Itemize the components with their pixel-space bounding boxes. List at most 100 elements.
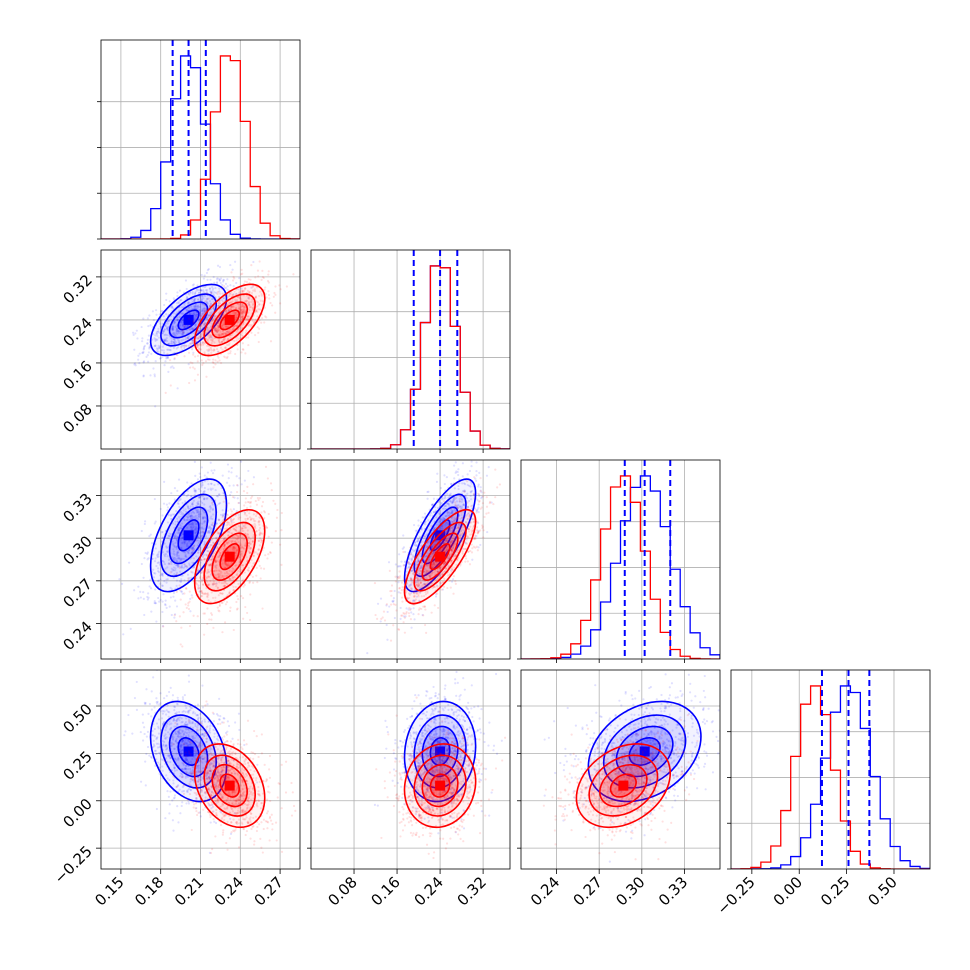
- scatter-point: [132, 333, 135, 336]
- scatter-point: [231, 279, 235, 282]
- scatter-point: [191, 522, 194, 525]
- scatter-point: [181, 536, 184, 540]
- scatter-point: [184, 510, 188, 513]
- scatter-point: [184, 508, 187, 511]
- scatter-point: [216, 495, 219, 498]
- scatter-point: [164, 325, 167, 328]
- scatter-point: [162, 561, 166, 564]
- scatter-point: [218, 501, 222, 505]
- scatter-point: [208, 287, 211, 290]
- scatter-point: [240, 315, 243, 318]
- scatter-point: [161, 514, 164, 517]
- scatter-point: [238, 302, 241, 306]
- scatter-point: [206, 497, 209, 500]
- scatter-point: [154, 344, 157, 347]
- scatter-point: [230, 518, 233, 521]
- scatter-point: [250, 291, 254, 295]
- scatter-point: [194, 325, 197, 328]
- scatter-point: [200, 336, 203, 339]
- scatter-point: [244, 605, 247, 609]
- scatter-point: [158, 600, 161, 603]
- scatter-point: [201, 555, 205, 558]
- scatter-point: [266, 412, 268, 414]
- scatter-point: [165, 339, 169, 343]
- scatter-point: [232, 546, 235, 549]
- scatter-point: [228, 342, 231, 345]
- scatter-point: [256, 286, 259, 289]
- scatter-point: [248, 309, 251, 312]
- scatter-point: [220, 324, 224, 327]
- scatter-point: [229, 284, 232, 287]
- scatter-point: [196, 511, 199, 514]
- scatter-point: [224, 325, 227, 328]
- scatter-point: [212, 316, 215, 319]
- scatter-point: [207, 332, 210, 335]
- scatter-point: [142, 347, 146, 350]
- scatter-point: [235, 299, 239, 302]
- scatter-point: [185, 556, 188, 559]
- scatter-point: [192, 300, 195, 303]
- scatter-point: [166, 509, 169, 512]
- scatter-point: [238, 307, 241, 310]
- scatter-point: [224, 337, 227, 340]
- scatter-point: [385, 623, 388, 627]
- scatter-point: [180, 558, 183, 561]
- scatter-point: [221, 313, 225, 317]
- scatter-point: [456, 470, 459, 474]
- scatter-point: [210, 515, 213, 518]
- scatter-point: [193, 460, 196, 463]
- scatter-point: [167, 342, 170, 346]
- scatter-point: [475, 474, 478, 477]
- scatter-point: [201, 340, 205, 344]
- scatter-point: [133, 589, 136, 592]
- scatter-point: [225, 504, 228, 507]
- scatter-point: [187, 506, 190, 510]
- scatter-point: [191, 327, 194, 330]
- scatter-point: [231, 548, 235, 551]
- scatter-point: [188, 306, 191, 309]
- scatter-point: [255, 530, 258, 533]
- scatter-point: [203, 633, 206, 636]
- scatter-point: [154, 520, 157, 523]
- scatter-point: [164, 567, 167, 570]
- scatter-point: [146, 595, 149, 599]
- scatter-point: [230, 305, 233, 309]
- scatter-point: [182, 331, 185, 334]
- scatter-point: [221, 576, 224, 579]
- scatter-point: [154, 602, 158, 605]
- scatter-point: [226, 463, 230, 466]
- scatter-point: [254, 499, 257, 503]
- scatter-point: [191, 571, 194, 574]
- scatter-point: [211, 319, 214, 323]
- scatter-point: [203, 310, 206, 313]
- scatter-point: [203, 543, 206, 546]
- scatter-point: [179, 330, 182, 333]
- scatter-point: [171, 342, 174, 345]
- scatter-point: [176, 291, 179, 294]
- scatter-point: [475, 461, 478, 464]
- scatter-point: [156, 555, 159, 559]
- scatter-point: [221, 330, 225, 333]
- scatter-point: [167, 562, 170, 565]
- scatter-point: [241, 315, 245, 318]
- scatter-point: [249, 501, 252, 505]
- scatter-point: [218, 290, 221, 293]
- scatter-point: [499, 452, 501, 454]
- scatter-point: [179, 565, 182, 568]
- scatter-point: [216, 330, 219, 333]
- scatter-point: [216, 325, 220, 328]
- scatter-point: [175, 509, 178, 513]
- scatter-point: [229, 609, 232, 613]
- scatter-point: [167, 534, 171, 537]
- scatter-point: [219, 522, 222, 525]
- scatter-point: [202, 498, 206, 501]
- scatter-point: [203, 511, 206, 514]
- hist-panel-3: [731, 670, 930, 869]
- scatter-point: [156, 334, 159, 337]
- scatter-point: [247, 541, 251, 545]
- scatter-point: [148, 585, 151, 588]
- scatter-point: [194, 323, 197, 326]
- scatter-point: [217, 334, 221, 337]
- scatter-point: [173, 339, 177, 342]
- scatter-point: [236, 321, 240, 324]
